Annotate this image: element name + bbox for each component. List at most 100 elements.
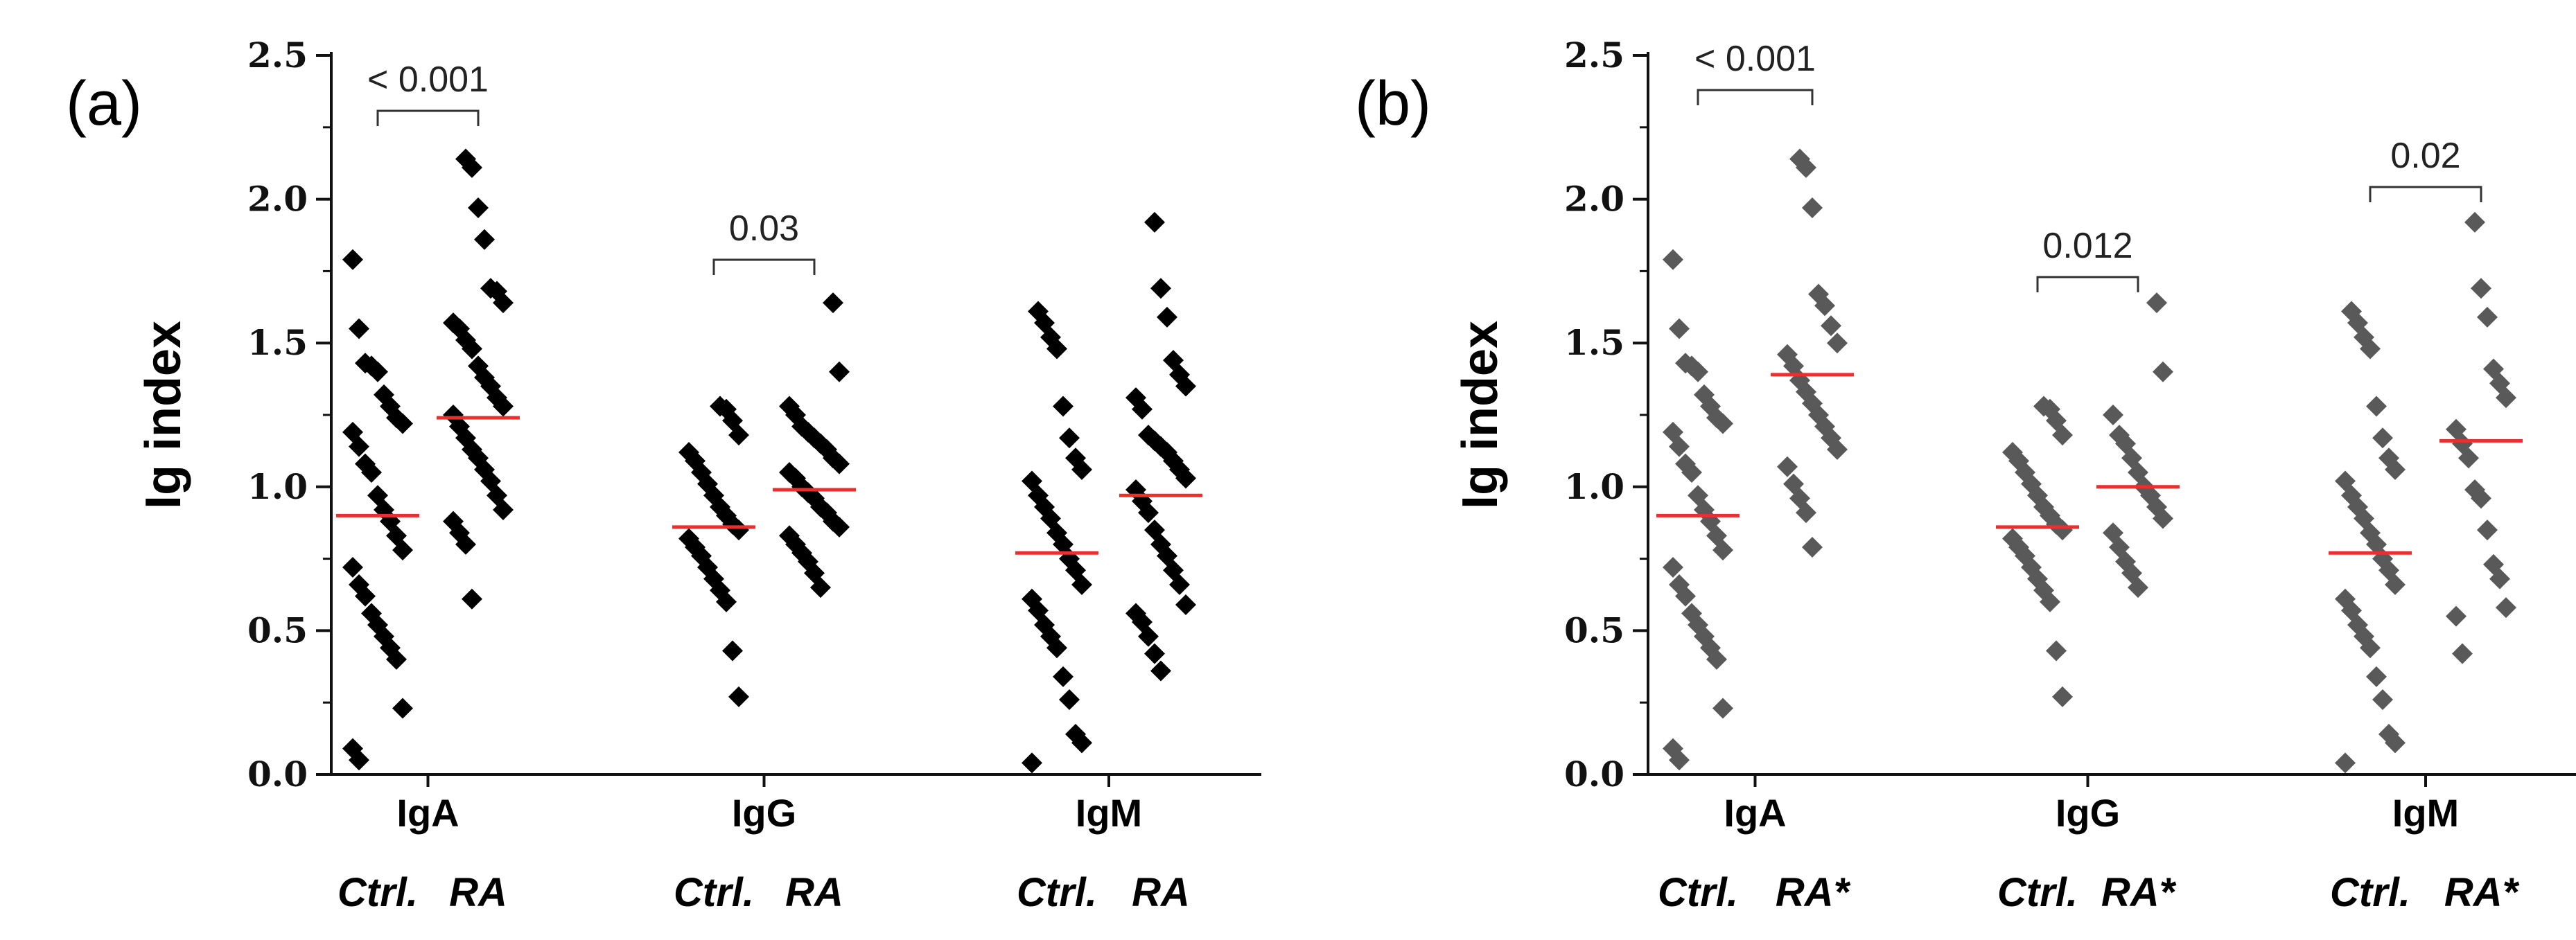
data-point [2103,405,2123,425]
data-point [1796,157,1816,178]
significance-bracket [1697,89,1814,105]
data-point [493,499,514,521]
group-label: IgM [1076,791,1142,835]
data-point [2458,447,2479,469]
series-label: Ctrl. [1997,870,2078,915]
data-point [1138,626,1159,647]
y-tick-label: 0.5 [247,610,308,650]
data-point [1053,666,1074,687]
series-label: RA* [2101,870,2177,915]
data-point [349,750,369,771]
data-point [1712,413,1733,434]
data-point [2471,488,2491,509]
series-label: RA* [2444,870,2520,915]
group-label: IgG [2056,791,2120,835]
data-point [1138,502,1159,524]
data-point [2366,396,2387,417]
data-point [2153,508,2173,529]
data-point [1059,689,1080,711]
y-axis-label: Ig index [136,321,191,509]
data-point [1053,396,1074,417]
data-point [1150,660,1171,682]
data-point [728,520,749,541]
data-point [342,557,363,578]
data-point [2372,427,2393,449]
data-point [2446,605,2467,627]
p-value-label: 0.02 [2390,136,2460,176]
data-point [1150,278,1171,299]
data-point [810,577,831,598]
data-point [493,396,514,417]
series-label: RA* [1776,870,1851,915]
data-point [716,591,737,612]
data-point [2385,459,2406,480]
y-tick-label: 1.5 [247,322,308,363]
data-point [1175,594,1196,616]
data-point [1821,315,1841,337]
data-point [455,533,476,555]
data-point [2052,425,2073,446]
data-point [1663,249,1683,270]
y-tick-label: 1.0 [247,466,308,507]
series-label: Ctrl. [674,870,754,915]
data-point [355,585,376,607]
data-point [1675,585,1696,607]
y-tick-label: 2.5 [247,35,308,76]
data-point [474,229,495,250]
data-point [386,648,407,670]
y-tick-label: 1.5 [1564,322,1624,363]
p-value-label: < 0.001 [1694,39,1816,79]
data-point [2360,637,2381,659]
data-point [1071,574,1092,595]
data-point [1071,732,1092,754]
significance-bracket [376,109,480,126]
data-point [349,318,369,339]
data-point [2335,752,2356,774]
data-point [2046,640,2067,662]
data-point [392,413,413,434]
data-point [829,516,850,538]
data-point [392,540,413,561]
data-point [462,338,482,360]
data-point [1144,211,1165,233]
y-tick-label: 2.0 [1564,179,1624,220]
data-point [342,249,363,270]
data-point [1802,197,1823,219]
panel-label: (a) [66,69,142,139]
data-point [2040,591,2060,612]
panel-b: (b) Ig index 0.0 0.5 1.0 1.5 2.0 2.5 IgA Ctrl. RA*… [1355,35,2576,915]
series-label: Ctrl. [1017,870,1097,915]
data-point [361,462,382,484]
data-point [1669,436,1690,457]
y-tick-label: 0.0 [1564,754,1624,795]
data-point [1706,648,1727,670]
y-axis-label: Ig index [1453,321,1508,509]
data-point [1663,557,1683,578]
data-point [1777,456,1798,477]
y-tick-label: 1.0 [1564,466,1624,507]
series-label: Ctrl. [338,870,418,915]
y-tick-label: 2.5 [1564,35,1624,76]
data-point [1827,332,1848,354]
data-point [728,425,749,446]
data-point [829,361,850,382]
significance-bracket [2036,276,2139,292]
data-point [2477,306,2498,328]
group-label: IgA [1724,791,1786,835]
data-point [823,292,843,314]
y-tick-label: 0.5 [1564,610,1624,650]
data-point [1132,398,1153,420]
data-point [1669,750,1690,771]
data-point [829,453,850,475]
data-point [2464,211,2485,233]
data-point [1796,502,1816,524]
data-point [2372,689,2393,711]
data-point [1712,540,1733,561]
p-value-label: 0.012 [2042,226,2132,266]
data-point [1802,536,1823,558]
data-point [1144,643,1165,664]
data-point [349,436,369,457]
group-label: IgG [732,791,796,835]
panel-label: (b) [1355,69,1431,139]
data-point [1688,361,1708,382]
